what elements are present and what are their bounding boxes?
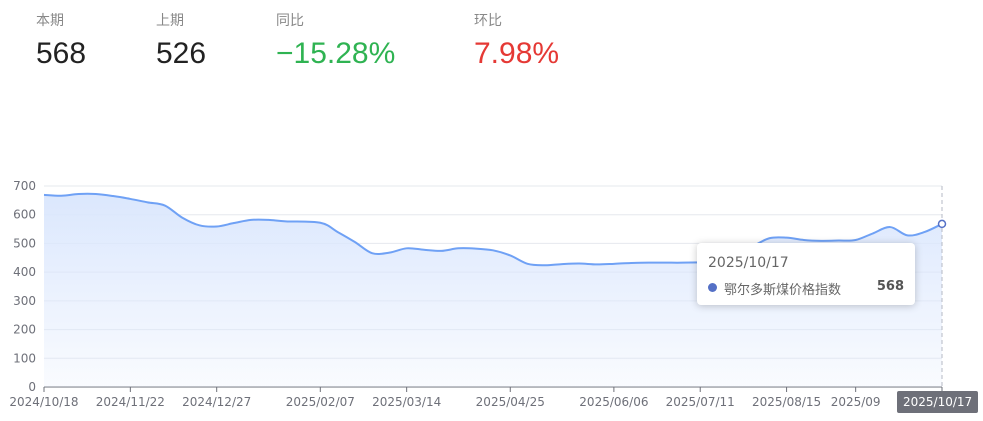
tooltip-series-name: 鄂尔多斯煤价格指数 [724,283,842,298]
tooltip-date: 2025/10/17 [708,255,789,271]
y-tick-label: 700 [13,179,36,193]
x-tick-label: 2025/07/11 [666,395,735,409]
stat-yoy-value: −15.28% [276,37,396,70]
stat-previous: 上期 526 [156,12,206,74]
x-tick-label: 2025/04/25 [476,395,545,409]
stats-bar: 本期 568 上期 526 同比 −15.28% 环比 7.98% [0,0,983,90]
stat-current-label: 本期 [36,13,64,29]
hovered-data-point [937,219,947,229]
y-tick-label: 300 [13,294,36,308]
x-tick-label: 2024/10/18 [9,395,78,409]
series-area [44,193,942,387]
y-tick-label: 100 [13,351,36,365]
y-tick-label: 400 [13,265,36,279]
axis-pointer-label: 2025/10/17 [897,391,979,413]
y-tick-label: 0 [28,380,36,394]
stat-previous-value: 526 [156,37,207,70]
tooltip-value: 568 [876,279,904,294]
x-tick-label: 2025/03/14 [372,395,441,409]
series-line [43,192,943,267]
chart-tooltip: 2025/10/17 鄂尔多斯煤价格指数 568 [697,243,915,305]
stat-mom: 环比 7.98% [474,12,559,74]
x-tick-label: 2025/09 [831,395,881,409]
y-tick-label: 600 [13,208,36,222]
x-tick-label: 2025/02/07 [286,395,355,409]
price-index-chart[interactable]: 0 100 200 300 400 500 600 700 2024/10/18 2024/11/… [0,170,983,421]
y-tick-label: 500 [13,236,36,250]
stat-current-value: 568 [36,37,87,70]
stat-mom-label: 环比 [474,13,502,29]
x-tick-label: 2025/08/15 [752,395,821,409]
x-tick-label: 2024/12/27 [182,395,251,409]
stat-current: 本期 568 [36,12,86,74]
x-tick-label: 2025/06/06 [579,395,648,409]
y-tick-label: 200 [13,323,36,337]
x-tick-label: 2024/11/22 [96,395,165,409]
stat-mom-value: 7.98% [474,37,560,70]
stat-yoy-label: 同比 [276,13,304,29]
stat-previous-label: 上期 [156,13,184,29]
stat-yoy: 同比 −15.28% [276,12,395,74]
tooltip-series-marker [708,283,717,292]
